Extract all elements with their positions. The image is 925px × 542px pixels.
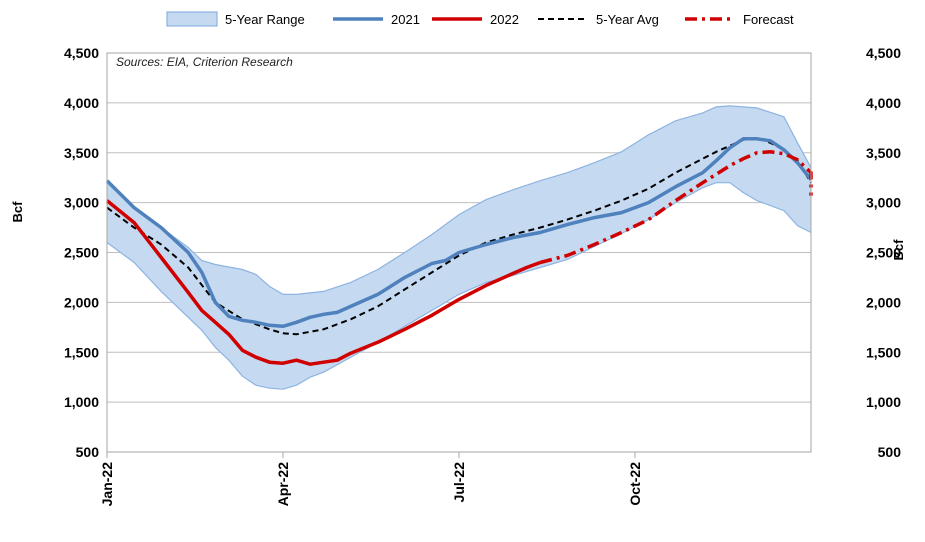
y-tick-right-3000: 3,000 bbox=[866, 195, 901, 211]
x-tick-Apr-22: Apr-22 bbox=[275, 462, 291, 507]
legend-label-forecast: Forecast bbox=[743, 12, 794, 27]
y-tick-left-2000: 2,000 bbox=[64, 294, 99, 310]
x-tick-Jan-22: Jan-22 bbox=[99, 462, 115, 507]
x-tick-Jul-22: Jul-22 bbox=[451, 462, 467, 503]
legend-swatch-range bbox=[166, 11, 218, 27]
y-axis-left-ticks: 500 1,000 1,500 2,000 2,500 3,000 3,500 4,000 4,… bbox=[64, 45, 99, 460]
five-year-range-band bbox=[106, 105, 812, 390]
x-axis-ticks: Jan-22 Apr-22 Jul-22 Oct-22 bbox=[99, 452, 643, 506]
legend-item-2021: 2021 bbox=[333, 12, 420, 27]
legend-item-forecast: Forecast bbox=[685, 12, 794, 27]
y-tick-right-1500: 1,500 bbox=[866, 344, 901, 360]
y-tick-right-2500: 2,500 bbox=[866, 245, 901, 261]
y-tick-left-4500: 4,500 bbox=[64, 45, 99, 61]
y-tick-right-2000: 2,000 bbox=[866, 294, 901, 310]
legend-label-range: 5-Year Range bbox=[225, 12, 305, 27]
y-axis-right-label: Bcf bbox=[891, 239, 906, 261]
x-tick-Oct-22: Oct-22 bbox=[627, 462, 643, 506]
legend-item-5-year-range: 5-Year Range bbox=[166, 11, 305, 27]
y-tick-right-1000: 1,000 bbox=[866, 394, 901, 410]
legend-item-2022: 2022 bbox=[432, 12, 519, 27]
y-tick-left-3000: 3,000 bbox=[64, 195, 99, 211]
legend: 5-Year Range 2021 2022 5-Year Avg Foreca… bbox=[166, 11, 794, 27]
range-min-line bbox=[106, 182, 812, 390]
y-axis-left-label: Bcf bbox=[10, 201, 25, 223]
y-tick-left-4000: 4,000 bbox=[64, 95, 99, 111]
y-tick-left-1000: 1,000 bbox=[64, 394, 99, 410]
legend-label-2022: 2022 bbox=[490, 12, 519, 27]
y-tick-left-2500: 2,500 bbox=[64, 245, 99, 261]
range-band-area bbox=[107, 105, 811, 390]
y-tick-left-1500: 1,500 bbox=[64, 344, 99, 360]
y-tick-left-500: 500 bbox=[76, 444, 100, 460]
series-lines bbox=[105, 136, 813, 366]
source-note: Sources: EIA, Criterion Research bbox=[116, 55, 293, 69]
series-2022 bbox=[105, 199, 541, 366]
legend-label-2021: 2021 bbox=[391, 12, 420, 27]
y-tick-right-500: 500 bbox=[878, 444, 902, 460]
y-tick-left-3500: 3,500 bbox=[64, 145, 99, 161]
legend-item-5-year-avg: 5-Year Avg bbox=[538, 12, 659, 27]
legend-label-avg: 5-Year Avg bbox=[596, 12, 659, 27]
series-forecast bbox=[539, 150, 813, 265]
series-2021 bbox=[105, 137, 813, 329]
y-axis-right-ticks: 500 1,000 1,500 2,000 2,500 3,000 3,500 4,000 4,… bbox=[866, 45, 901, 460]
range-max-line bbox=[106, 105, 812, 295]
y-tick-right-3500: 3,500 bbox=[866, 145, 901, 161]
y-tick-right-4500: 4,500 bbox=[866, 45, 901, 61]
y-tick-right-4000: 4,000 bbox=[866, 95, 901, 111]
